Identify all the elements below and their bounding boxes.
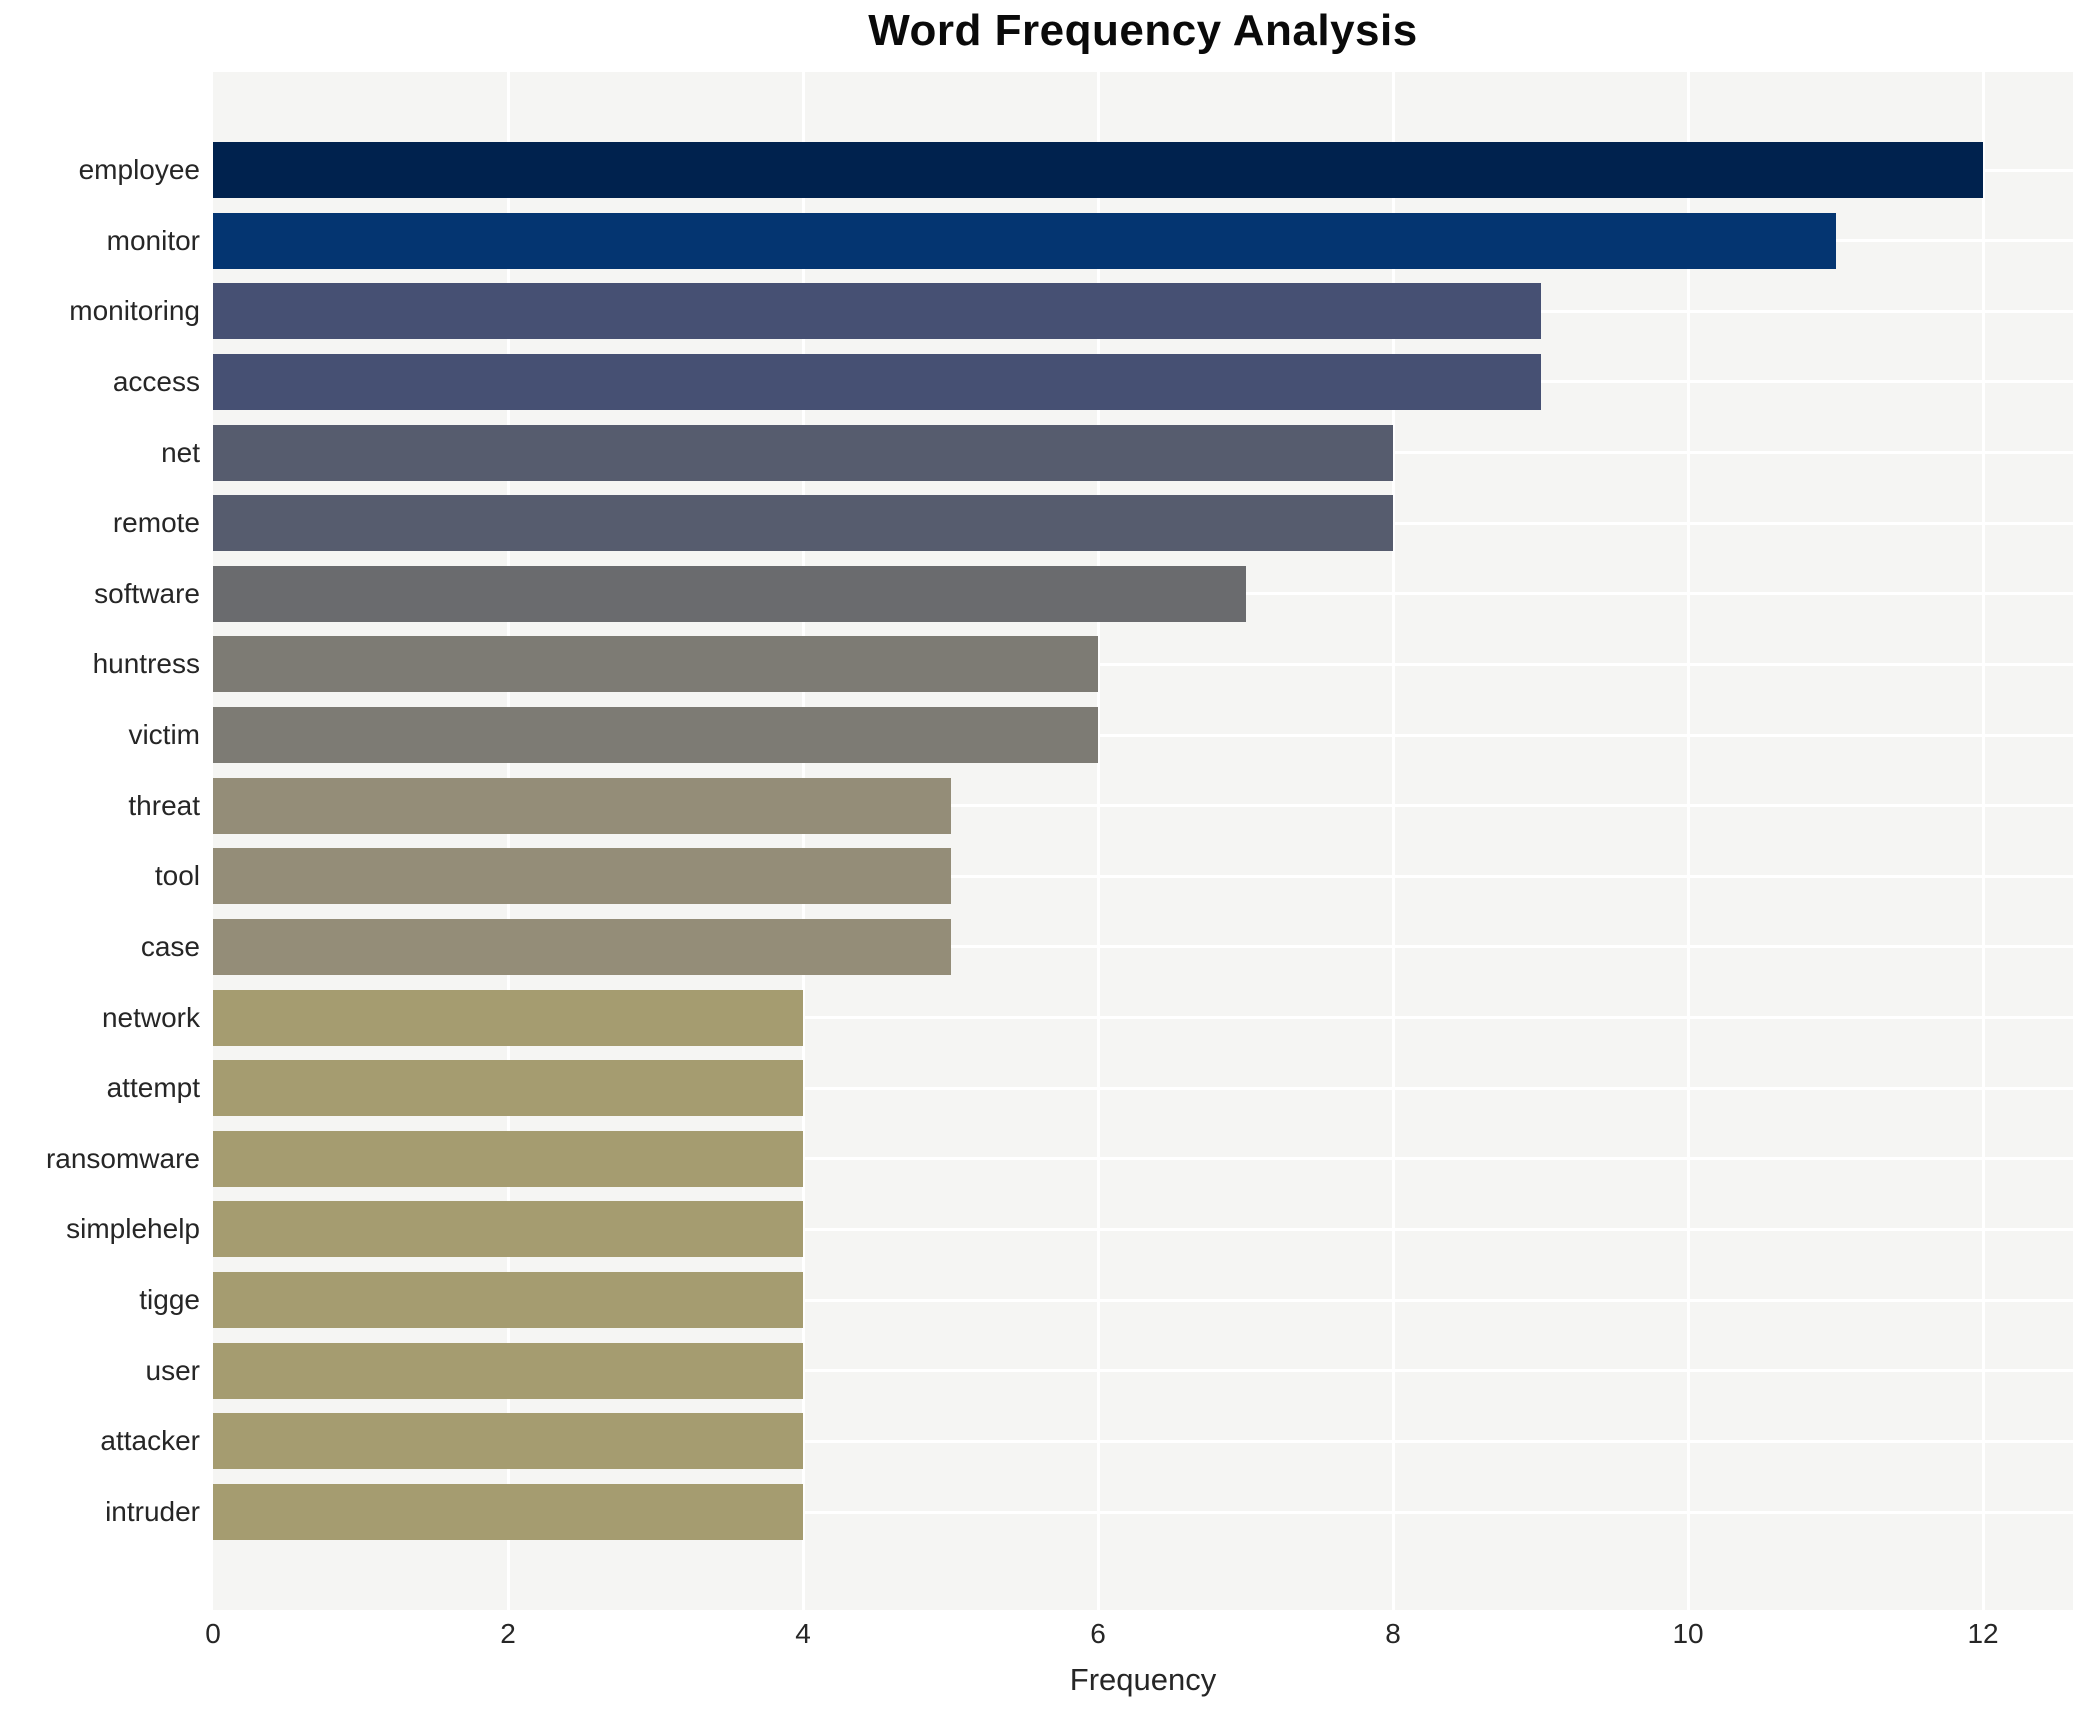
y-category-label: tigge	[139, 1284, 200, 1316]
chart-title: Word Frequency Analysis	[868, 6, 1418, 55]
y-gridline	[213, 662, 2073, 666]
y-category-label: victim	[128, 719, 200, 751]
x-tick-label: 0	[205, 1618, 221, 1649]
x-tick-label: 12	[1967, 1618, 1999, 1649]
y-category-label: software	[94, 577, 200, 609]
y-category-label: employee	[78, 154, 200, 185]
bar-attempt	[213, 1060, 803, 1117]
bar-attacker	[213, 1413, 803, 1470]
x-gridline	[1981, 72, 1985, 1610]
y-category-label: ransomware	[45, 1142, 200, 1174]
x-gridline	[1686, 72, 1690, 1610]
x-gridline	[1391, 72, 1395, 1610]
y-gridline	[213, 1510, 2073, 1514]
y-gridline	[213, 733, 2073, 737]
x-axis-label: Frequency	[1069, 1662, 1217, 1697]
x-tick-label: 2	[500, 1618, 516, 1649]
bar-tool	[213, 848, 951, 905]
y-category-label: user	[145, 1354, 200, 1386]
y-category-label: remote	[112, 507, 200, 539]
x-gridline	[506, 72, 510, 1610]
bar-monitoring	[213, 283, 1541, 340]
bar-victim	[213, 707, 1098, 764]
y-category-label: network	[101, 1001, 200, 1033]
bar-huntress	[213, 636, 1098, 693]
bar-ransomware	[213, 1130, 803, 1187]
bar-network	[213, 989, 803, 1046]
bar-case	[213, 918, 951, 975]
x-gridline	[801, 72, 805, 1610]
y-gridline	[213, 1439, 2073, 1443]
bar-user	[213, 1342, 803, 1399]
y-gridline	[213, 945, 2073, 949]
y-gridline	[213, 1369, 2073, 1373]
y-gridline	[213, 874, 2073, 878]
bar-intruder	[213, 1484, 803, 1540]
y-category-label: simplehelp	[66, 1213, 200, 1245]
y-gridline	[213, 804, 2073, 808]
x-tick-label: 8	[1385, 1618, 1401, 1649]
bar-threat	[213, 777, 951, 834]
bar-access	[213, 353, 1541, 410]
y-gridline	[213, 1086, 2073, 1090]
y-category-label: net	[161, 436, 200, 468]
y-category-label: attempt	[106, 1072, 200, 1104]
y-gridline	[213, 1016, 2073, 1020]
y-category-label: monitor	[106, 224, 200, 256]
x-tick-label: 6	[1090, 1618, 1106, 1649]
bar-simplehelp	[213, 1201, 803, 1258]
y-category-label: tool	[154, 860, 200, 892]
y-category-label: threat	[128, 789, 200, 821]
plot-area	[213, 72, 2073, 1610]
y-category-label: attacker	[100, 1425, 200, 1457]
bar-remote	[213, 495, 1394, 552]
y-category-label: case	[140, 930, 200, 962]
y-gridline	[213, 1298, 2073, 1302]
bar-monitor	[213, 212, 1836, 269]
bar-employee	[213, 142, 1984, 198]
bar-tigge	[213, 1272, 803, 1329]
y-category-label: monitoring	[69, 295, 200, 327]
y-gridline	[213, 1227, 2073, 1231]
bar-net	[213, 424, 1394, 481]
x-tick-label: 4	[795, 1618, 811, 1649]
y-category-label: access	[112, 365, 200, 397]
x-tick-label: 10	[1672, 1618, 1704, 1649]
y-category-label: huntress	[92, 648, 200, 680]
x-gridline	[1096, 72, 1100, 1610]
y-category-label: intruder	[105, 1496, 200, 1527]
y-gridline	[213, 1157, 2073, 1161]
bar-software	[213, 565, 1246, 622]
